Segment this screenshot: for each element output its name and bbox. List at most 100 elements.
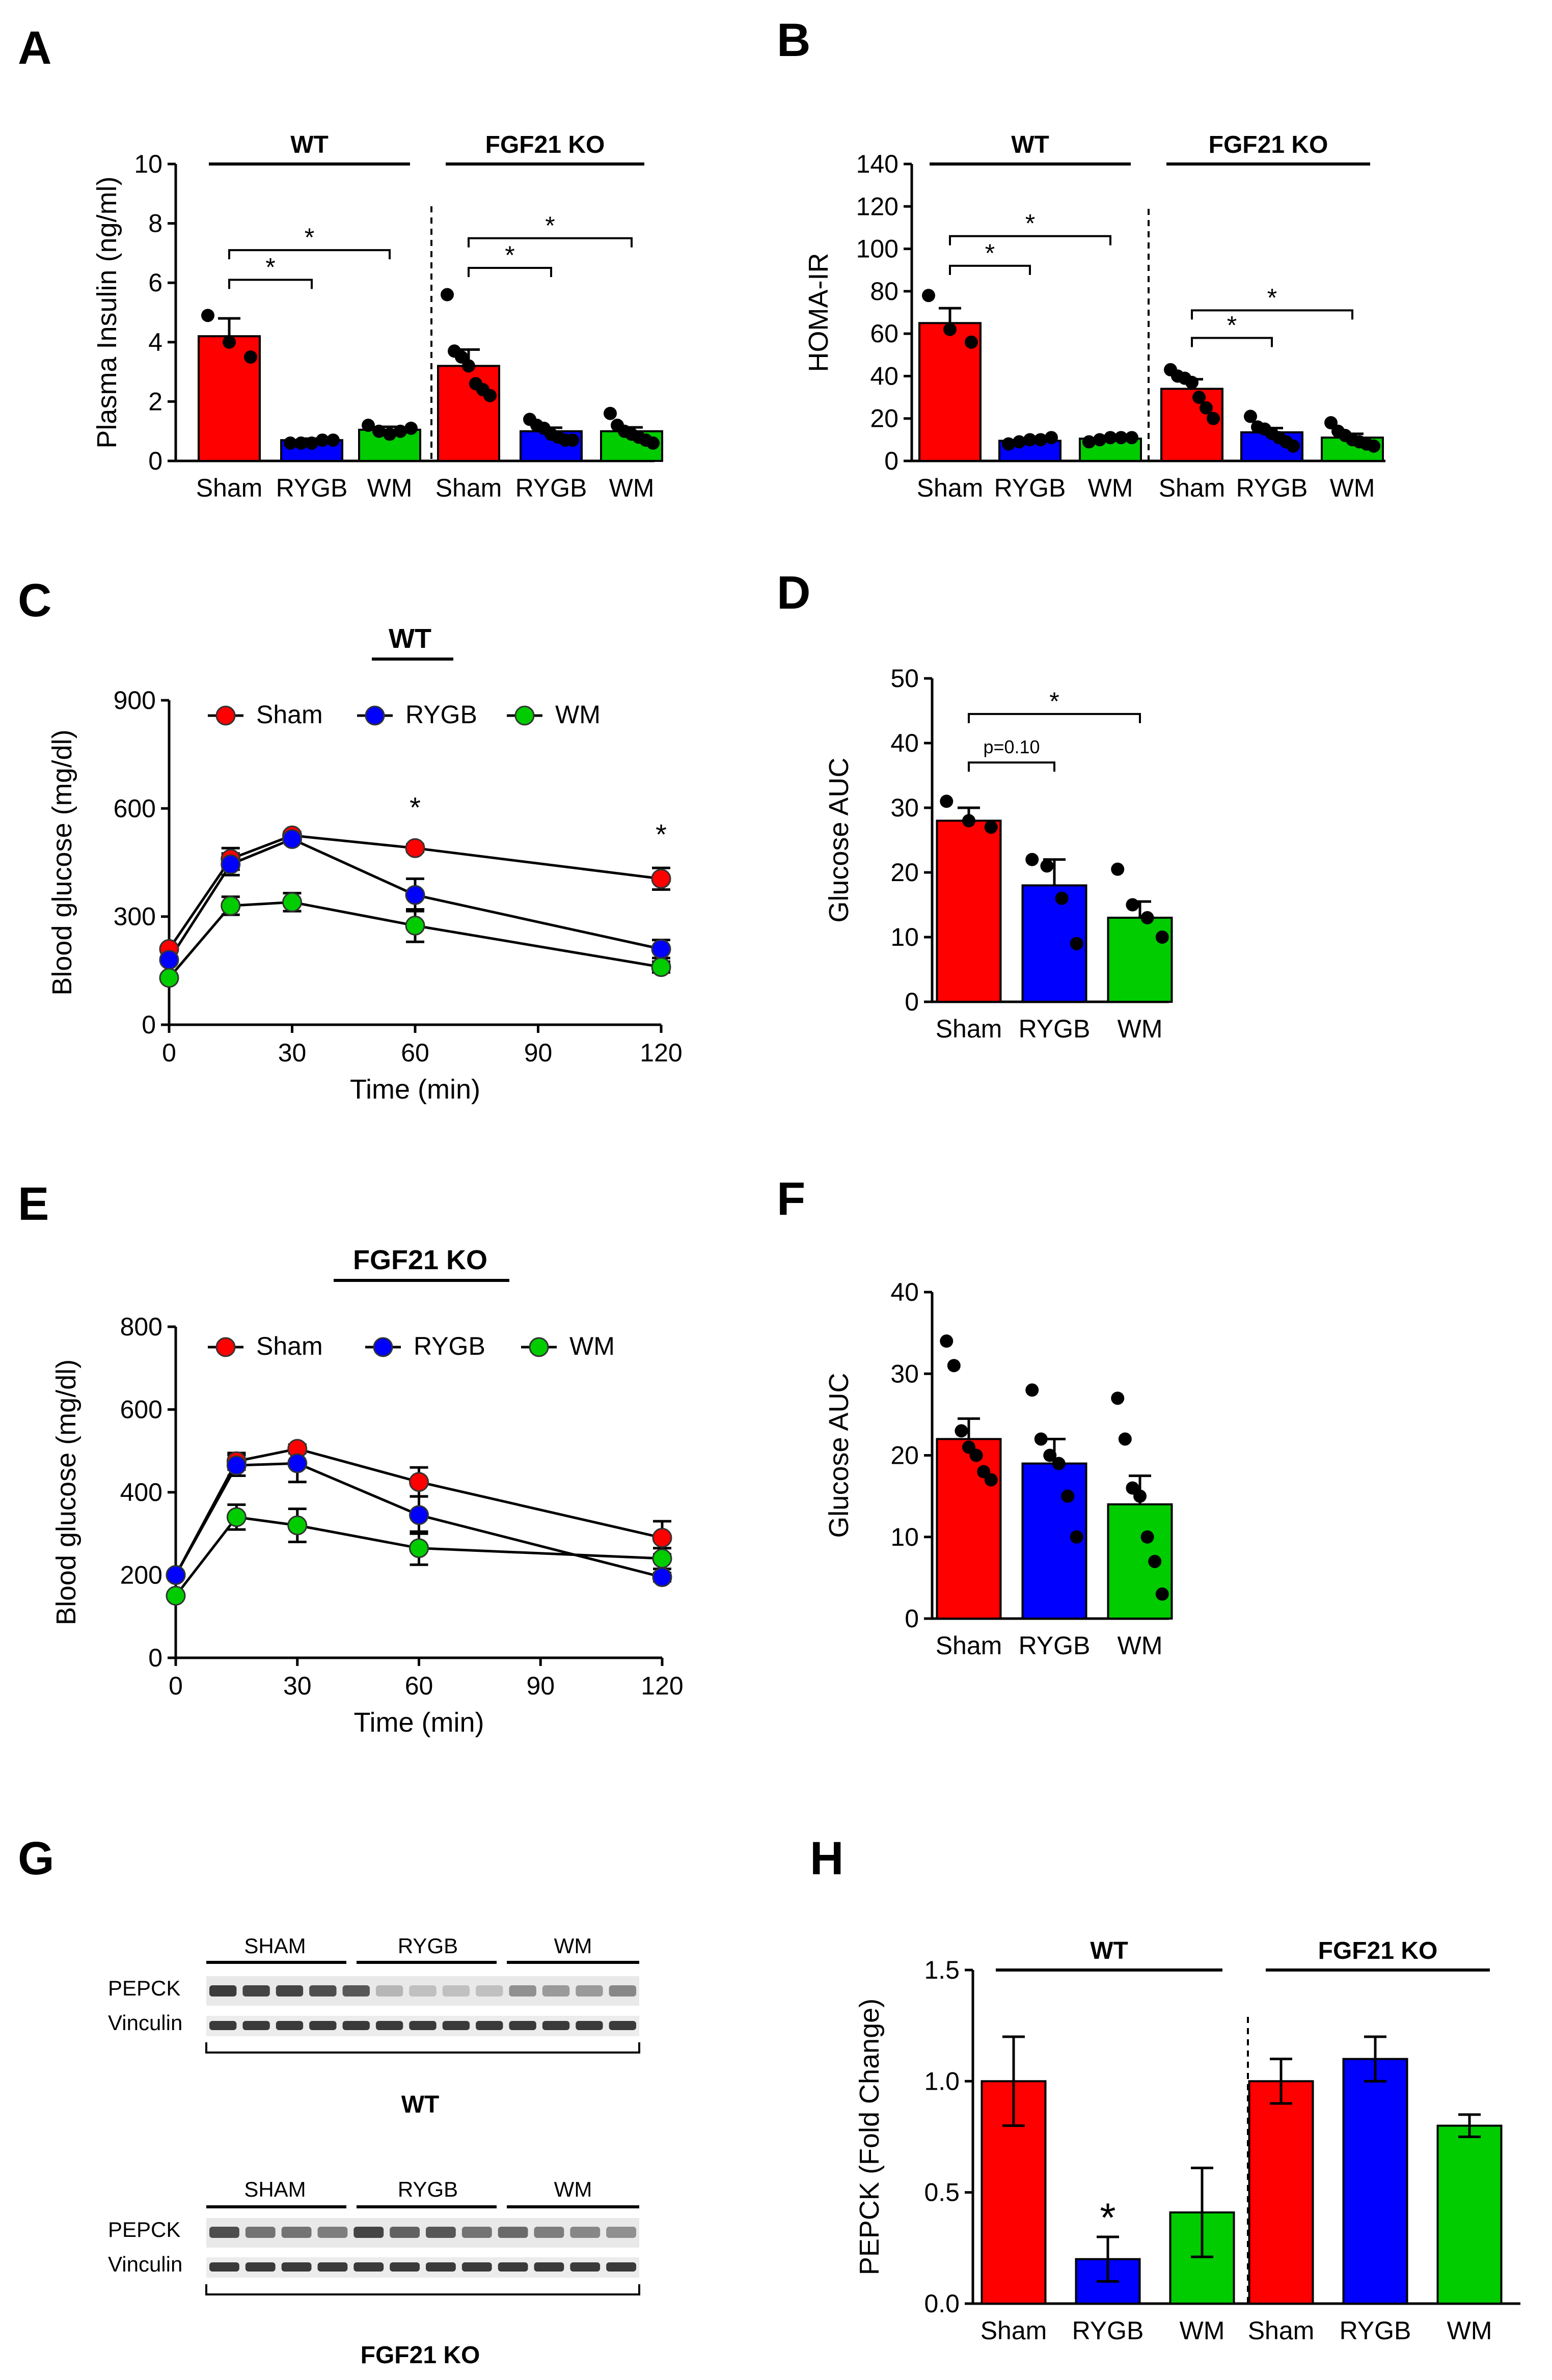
panel-e-legend-label: Sham	[256, 1332, 323, 1360]
panel-b-y-tick-label: 120	[856, 192, 898, 221]
panel-b-data-point	[1200, 401, 1213, 415]
panel-e-y-tick-label: 200	[120, 1561, 162, 1590]
panel-a-significance-bracket	[468, 267, 552, 278]
panel-c-y-tick-label: 600	[114, 794, 156, 823]
panel-a-data-point	[316, 433, 329, 447]
panel-d-data-point	[962, 814, 975, 828]
panel-b-y-tick-label: 100	[856, 235, 898, 263]
panel-f-y-tick-label: 0	[905, 1604, 919, 1633]
panel-f-y-tick-label: 40	[890, 1278, 919, 1306]
panel-f-data-point	[1043, 1448, 1057, 1462]
wt-blot-vinculin-band	[209, 2021, 237, 2030]
wt-blot-pepck-band	[276, 1985, 304, 1996]
panel-d-data-point	[984, 820, 998, 834]
ko-blot-vinculin-band	[281, 2262, 312, 2272]
panel-a-significance-label: *	[265, 253, 275, 281]
ko-blot-pepck-band	[570, 2227, 601, 2238]
panel-a-bar	[437, 365, 500, 462]
panel-b-significance-bracket	[1191, 309, 1353, 320]
panel-b-data-point	[943, 322, 957, 336]
wt-blot-bands	[209, 1985, 636, 2030]
panel-b-data-point	[1082, 435, 1096, 449]
panel-f-data-point	[1034, 1432, 1048, 1446]
wt-blot-vinculin-band	[309, 2021, 337, 2030]
panel-h-y-tick-label: 0.5	[924, 2178, 960, 2207]
panel-c-x-tick-label: 30	[278, 1038, 307, 1067]
wt-blot-bracket	[205, 2042, 640, 2054]
panel-label-d: D	[777, 567, 810, 619]
panel-c-point-rygb	[282, 829, 302, 849]
panel-a-y-tick-label: 8	[148, 209, 162, 238]
panel-b-y-label: HOMA-IR	[803, 253, 834, 372]
panel-c-legend-label: Sham	[256, 700, 323, 729]
panel-c-annotation: *	[410, 791, 421, 823]
panel-f-x-tick-label: Sham	[936, 1631, 1002, 1660]
panel-a-x-tick-label: Sham	[435, 474, 502, 502]
ko-blot-vinculin-band	[245, 2262, 276, 2272]
panel-a-data-point	[394, 424, 407, 438]
ko-blot-pepck-band	[209, 2227, 239, 2238]
panel-d-significance-label: *	[1049, 687, 1059, 716]
wt-blot-vinculin-band	[276, 2021, 304, 2030]
panel-d-data-point	[1070, 937, 1083, 950]
panel-c-point-sham	[651, 868, 671, 889]
ko-blot-pepck-band	[461, 2227, 492, 2238]
panel-f-data-point	[1111, 1391, 1125, 1405]
wt-blot-pepck-band	[576, 1985, 603, 1996]
ko-blot-vinculin-band	[353, 2262, 384, 2272]
panel-a-data-point	[441, 288, 454, 302]
panel-d-data-point	[1111, 862, 1125, 876]
panel-a-data-point	[284, 436, 297, 450]
ko-blot-row-vinculin: Vinculin	[108, 2252, 182, 2276]
panel-a-y-tick-label: 2	[148, 387, 162, 416]
panel-e-legend-label: RYGB	[414, 1332, 485, 1360]
panel-a-insulin-chart: 0 2 4 6 8 10 Plasma Insulin (ng/ml) Sham RYGB WM W…	[92, 131, 663, 502]
panel-b-data-point	[1192, 391, 1206, 404]
panel-a-data-point	[404, 421, 418, 435]
panel-h-error-bar	[1270, 2058, 1292, 2082]
panel-f-data-point	[1140, 1530, 1154, 1544]
panel-e-point-wm	[652, 1548, 672, 1569]
wt-blot-row-pepck: PEPCK	[108, 1976, 180, 2000]
panel-h-error-bar	[1097, 2235, 1119, 2259]
panel-f-y-tick-label: 10	[890, 1523, 919, 1551]
panel-a-y-tick-label: 4	[148, 328, 162, 357]
panel-d-bar	[936, 819, 1002, 1003]
ko-blot-pepck-band	[353, 2227, 384, 2238]
panel-a-data-point	[362, 419, 375, 432]
panel-a-data-point	[305, 436, 318, 450]
panel-a-data-point	[462, 359, 475, 373]
ko-blot-pepck-band	[498, 2227, 528, 2238]
wt-blot-pepck-band	[409, 1985, 437, 1996]
panel-b-y-tick-label: 60	[870, 319, 898, 348]
panel-d-data-point	[1055, 891, 1069, 905]
panel-e-point-wm	[409, 1538, 429, 1558]
panel-f-data-point	[1025, 1383, 1039, 1397]
wt-blot-pepck-band	[242, 1985, 270, 1996]
panel-c-legend-label: WM	[555, 700, 601, 729]
ko-blot-vinculin-band	[606, 2262, 636, 2272]
ko-blot-vinculin-band	[390, 2262, 420, 2272]
panel-d-data-point	[1140, 911, 1154, 924]
panel-d-y-tick-label: 30	[890, 794, 919, 822]
panel-label-e: E	[18, 1178, 49, 1230]
panel-a-data-point	[294, 436, 308, 450]
panel-a-x-tick-label: WM	[609, 474, 655, 502]
panel-a-group-label: FGF21 KO	[485, 131, 605, 158]
panel-c-y-tick-label: 0	[142, 1010, 156, 1039]
panel-d-x-tick-label: Sham	[936, 1015, 1002, 1043]
panel-d-y-tick-label: 50	[890, 664, 919, 693]
wt-blot-caption: WT	[401, 2091, 440, 2118]
panel-b-data-point	[1114, 431, 1128, 445]
panel-d-significance-bracket	[968, 761, 1055, 772]
wt-blot-pepck-band	[476, 1985, 503, 1996]
wt-blot-vinculin-band	[375, 2021, 403, 2030]
panel-h-error-bar	[1191, 2167, 1213, 2212]
panel-f-y-tick-label: 30	[890, 1359, 919, 1388]
panel-c-y-label: Blood glucose (mg/dl)	[47, 729, 77, 995]
panel-f-data-point	[1133, 1489, 1147, 1503]
wt-blot-pepck-band	[542, 1985, 570, 1996]
panel-a-data-point	[383, 427, 396, 441]
panel-h-y-tick-label: 1.5	[924, 1956, 960, 1984]
panel-h-group-label: FGF21 KO	[1318, 1937, 1438, 1964]
